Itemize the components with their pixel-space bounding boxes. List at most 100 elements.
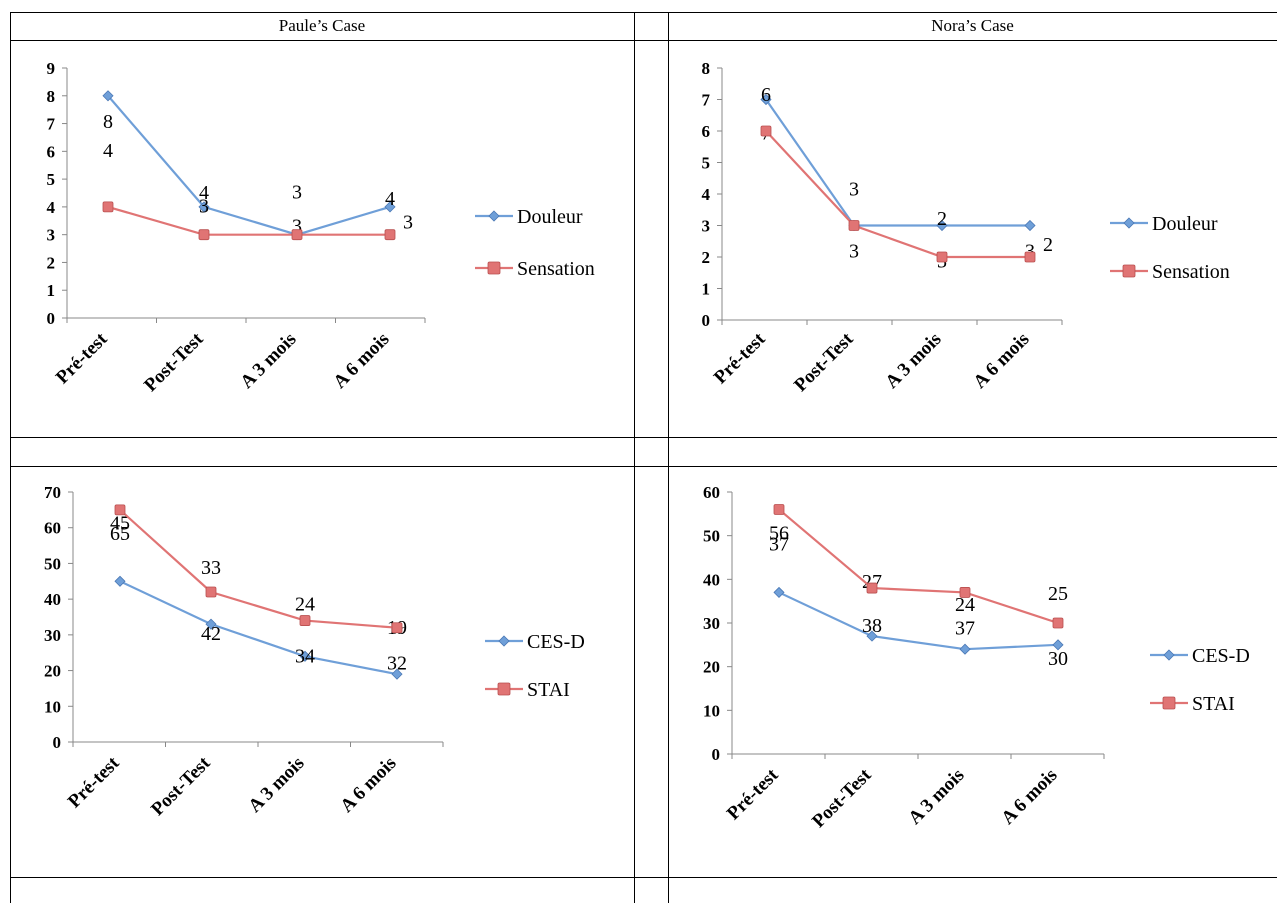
data-point <box>773 586 785 598</box>
data-label: 37 <box>955 617 975 639</box>
legend-label: Sensation <box>1152 261 1230 283</box>
legend-label: CES-D <box>527 631 585 653</box>
data-label: 3 <box>403 212 413 234</box>
y-tick-label: 8 <box>47 87 56 106</box>
x-tick-label: Pré-test <box>710 328 770 388</box>
y-tick-label: 40 <box>44 590 61 609</box>
data-point <box>959 587 971 598</box>
y-tick-label: 30 <box>44 626 61 645</box>
data-point <box>848 220 860 231</box>
data-point <box>384 201 396 213</box>
data-point <box>959 643 971 655</box>
y-tick-label: 4 <box>47 198 56 217</box>
y-tick-label: 20 <box>44 662 61 681</box>
legend-label: Douleur <box>517 206 583 228</box>
data-label: 2 <box>1043 234 1053 256</box>
data-label: 42 <box>201 623 221 645</box>
legend-marker <box>488 210 500 222</box>
data-point <box>205 586 217 598</box>
data-label: 24 <box>955 594 975 616</box>
y-tick-label: 60 <box>703 483 720 502</box>
y-tick-label: 3 <box>47 226 56 245</box>
series-line-1 <box>765 130 1030 259</box>
y-tick-label: 30 <box>703 614 720 633</box>
series-line-0 <box>119 580 398 676</box>
y-tick-label: 0 <box>53 733 62 752</box>
series-line-1 <box>778 508 1059 625</box>
series-line-1 <box>107 205 390 236</box>
data-point <box>1052 639 1064 651</box>
data-label: 32 <box>387 653 407 675</box>
series-line-0 <box>778 591 1059 651</box>
legend-marker <box>497 682 511 696</box>
data-label: 3 <box>199 196 209 218</box>
y-tick-label: 20 <box>703 658 720 677</box>
y-tick-label: 5 <box>47 170 56 189</box>
data-label: 6 <box>761 84 771 106</box>
y-tick-label: 6 <box>47 142 56 161</box>
x-tick-label: A 3 mois <box>904 765 968 829</box>
y-tick-label: 7 <box>702 91 711 110</box>
y-tick-label: 50 <box>703 527 720 546</box>
y-tick-label: 9 <box>47 59 56 78</box>
data-label: 30 <box>1048 648 1068 670</box>
x-tick-label: A 3 mois <box>236 329 300 393</box>
y-tick-label: 1 <box>702 280 711 299</box>
data-point <box>205 618 217 630</box>
y-tick-label: 0 <box>47 309 56 328</box>
x-tick-label: A 3 mois <box>244 753 308 817</box>
y-tick-label: 0 <box>712 745 721 764</box>
data-point <box>299 615 311 626</box>
data-label: 45 <box>110 512 130 534</box>
data-point <box>1024 251 1036 263</box>
series-line-0 <box>765 98 1030 227</box>
x-tick-label: Post-Test <box>790 328 858 396</box>
y-tick-label: 2 <box>702 248 711 267</box>
series-line-1 <box>119 509 398 629</box>
y-tick-label: 7 <box>47 115 56 134</box>
y-tick-label: 5 <box>702 154 711 173</box>
legend-label: Douleur <box>1152 213 1218 235</box>
x-tick-label: A 6 mois <box>969 329 1033 393</box>
data-label: 56 <box>769 522 789 544</box>
y-tick-label: 1 <box>47 281 56 300</box>
x-tick-label: Pré-test <box>64 752 124 812</box>
data-label: 3 <box>1025 241 1035 263</box>
data-point <box>384 229 396 241</box>
y-tick-label: 50 <box>44 554 61 573</box>
x-tick-label: A 3 mois <box>881 329 945 393</box>
legend-label: STAI <box>1192 693 1235 715</box>
data-point <box>291 229 303 241</box>
legend-marker <box>1122 264 1136 278</box>
legend-label: Sensation <box>517 258 595 280</box>
data-point <box>1052 617 1064 629</box>
y-tick-label: 0 <box>702 311 711 330</box>
data-point <box>391 668 403 680</box>
paule-scales-chart: 0 10 20 30 40 50 60 70 Pré-test Post-Test A 3 mois… <box>44 483 585 820</box>
nora-scales-chart: 0 10 20 30 40 50 60 Pré-test Post-Test A 3 mois A … <box>703 483 1250 832</box>
y-tick-label: 8 <box>702 59 711 78</box>
y-tick-label: 3 <box>702 217 711 236</box>
data-point <box>102 90 114 102</box>
data-point <box>114 575 126 587</box>
data-point <box>936 219 948 232</box>
data-label: 4 <box>199 182 209 204</box>
y-tick-label: 10 <box>703 701 720 720</box>
data-label: 2 <box>937 208 947 230</box>
data-label: 34 <box>295 646 315 668</box>
y-tick-label: 2 <box>47 253 56 272</box>
data-label: 3 <box>292 182 302 204</box>
data-label: 38 <box>862 615 882 637</box>
legend-label: STAI <box>527 679 570 701</box>
data-point <box>198 229 210 241</box>
y-tick-label: 70 <box>44 483 61 502</box>
y-tick-label: 60 <box>44 519 61 538</box>
x-tick-label: Post-Test <box>140 328 208 396</box>
y-tick-label: 4 <box>702 185 711 204</box>
data-point <box>760 93 772 106</box>
data-label: 8 <box>103 111 113 133</box>
data-point <box>198 201 210 213</box>
data-label: 24 <box>295 593 315 615</box>
y-tick-label: 40 <box>703 570 720 589</box>
